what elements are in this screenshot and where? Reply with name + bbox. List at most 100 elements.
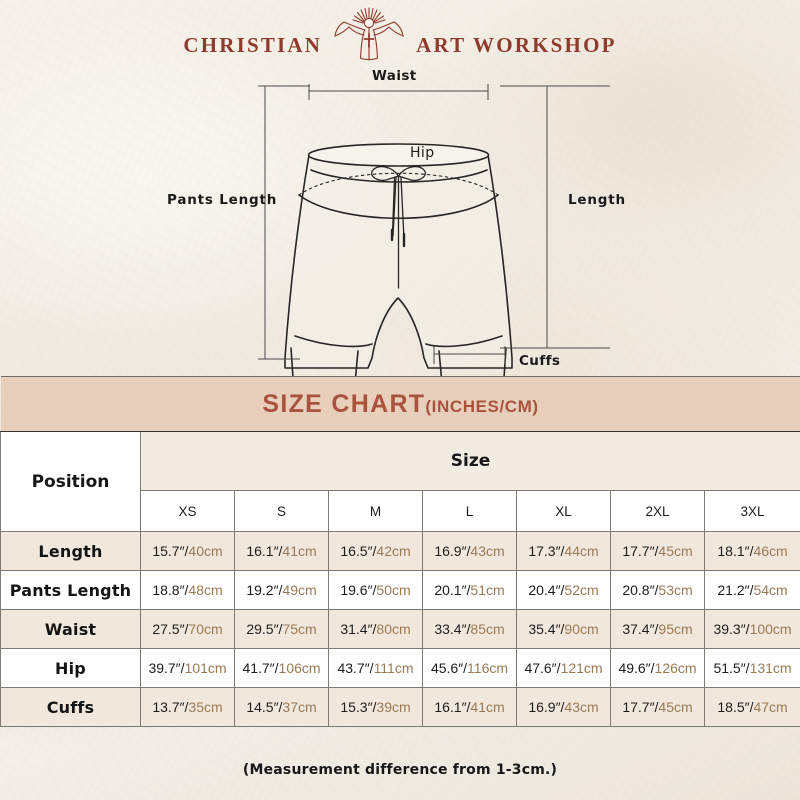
measurement-inches: 18.1″/ bbox=[717, 543, 754, 559]
measurement-inches: 45.6″/ bbox=[430, 660, 468, 676]
measurement-inches: 29.5″/ bbox=[246, 621, 283, 637]
measurement-cm: 80cm bbox=[376, 621, 411, 637]
size-chart-table-wrapper: SIZE CHART(INCHES/CM) Position Size XS S M… bbox=[0, 376, 800, 727]
shorts-measurement-diagram: Waist Hip Pants Length Length Cuffs bbox=[0, 58, 800, 407]
measurement-inches: 31.4″/ bbox=[340, 621, 377, 637]
position-header-cell: Position bbox=[0, 431, 141, 532]
measurement-inches: 19.2″/ bbox=[246, 582, 283, 598]
measurement-cm: 54cm bbox=[753, 582, 788, 598]
measurement-cm: 121cm bbox=[560, 660, 603, 676]
measurement-cm: 131cm bbox=[749, 660, 792, 676]
measurement-cell: 41.7″/106cm bbox=[234, 648, 329, 688]
size-chart-table: SIZE CHART(INCHES/CM) Position Size XS S M… bbox=[0, 376, 800, 727]
measurement-cm: 70cm bbox=[188, 621, 223, 637]
diagram-label-cuffs: Cuffs bbox=[519, 353, 561, 369]
measurement-cm: 37cm bbox=[282, 699, 317, 715]
measurement-cell: 35.4″/90cm bbox=[516, 609, 611, 649]
row-label-pants-length: Pants Length bbox=[0, 570, 141, 610]
measurement-inches: 18.5″/ bbox=[717, 699, 754, 715]
table-row: Waist 27.5″/70cm 29.5″/75cm 31.4″/80cm 33.4″… bbox=[0, 609, 800, 649]
measurement-inches: 13.7″/ bbox=[152, 699, 189, 715]
table-row: Length 15.7″/40cm 16.1″/41cm 16.5″/42cm 16.9… bbox=[0, 531, 800, 571]
measurement-inches: 20.8″/ bbox=[622, 582, 659, 598]
measurement-cm: 48cm bbox=[188, 582, 223, 598]
measurement-cell: 17.7″/45cm bbox=[610, 531, 705, 571]
measurement-cm: 45cm bbox=[658, 543, 693, 559]
brand-name-right: ART WORKSHOP bbox=[416, 32, 617, 57]
measurement-cell: 49.6″/126cm bbox=[610, 648, 705, 688]
row-label-waist: Waist bbox=[0, 609, 141, 649]
measurement-cm: 40cm bbox=[188, 543, 223, 559]
measurement-inches: 39.3″/ bbox=[713, 621, 750, 637]
brand-name-left: CHRISTIAN bbox=[183, 32, 323, 57]
measurement-cell: 16.9″/43cm bbox=[516, 687, 611, 727]
measurement-cell: 31.4″/80cm bbox=[328, 609, 423, 649]
measurement-cm: 90cm bbox=[564, 621, 599, 637]
measurement-cm: 49cm bbox=[282, 582, 317, 598]
measurement-cm: 42cm bbox=[376, 543, 411, 559]
measurement-cell: 45.6″/116cm bbox=[422, 648, 517, 688]
measurement-cell: 14.5″/37cm bbox=[234, 687, 329, 727]
size-chart-title-cell: SIZE CHART(INCHES/CM) bbox=[0, 376, 800, 432]
measurement-cell: 13.7″/35cm bbox=[140, 687, 235, 727]
measurement-cell: 19.2″/49cm bbox=[234, 570, 329, 610]
measurement-cm: 46cm bbox=[753, 543, 788, 559]
measurement-inches: 17.7″/ bbox=[622, 699, 659, 715]
measurement-cm: 101cm bbox=[184, 660, 227, 676]
measurement-cell: 16.9″/43cm bbox=[422, 531, 517, 571]
measurement-cell: 17.3″/44cm bbox=[516, 531, 611, 571]
measurement-inches: 51.5″/ bbox=[713, 660, 750, 676]
table-size-header-row: XS S M L XL 2XL 3XL bbox=[1, 490, 800, 532]
measurement-inches: 16.9″/ bbox=[434, 543, 471, 559]
measurement-cell: 20.4″/52cm bbox=[516, 570, 611, 610]
measurement-cell: 51.5″/131cm bbox=[703, 648, 800, 688]
measurement-cm: 39cm bbox=[376, 699, 411, 715]
measurement-cell: 20.1″/51cm bbox=[422, 570, 517, 610]
table-title-row: SIZE CHART(INCHES/CM) bbox=[0, 376, 800, 432]
brand-logo: CHRISTIAN bbox=[0, 6, 800, 68]
measurement-inches: 43.7″/ bbox=[337, 660, 374, 676]
measurement-cell: 15.7″/40cm bbox=[140, 531, 235, 571]
measurement-difference-note: (Measurement difference from 1-3cm.) bbox=[242, 762, 558, 778]
measurement-cm: 85cm bbox=[470, 621, 505, 637]
measurement-inches: 16.1″/ bbox=[434, 699, 471, 715]
athletic-shorts-outline-icon bbox=[258, 84, 610, 407]
table-header-group-row: Position Size bbox=[0, 431, 800, 532]
measurement-inches: 33.4″/ bbox=[434, 621, 471, 637]
size-header-s: S bbox=[234, 490, 329, 532]
diagram-label-hip: Hip bbox=[410, 145, 435, 161]
measurement-cell: 39.3″/100cm bbox=[703, 609, 800, 649]
measurement-inches: 16.9″/ bbox=[528, 699, 565, 715]
size-header-l: L bbox=[422, 490, 517, 532]
measurement-cell: 33.4″/85cm bbox=[422, 609, 517, 649]
measurement-cm: 51cm bbox=[470, 582, 505, 598]
measurement-cm: 50cm bbox=[376, 582, 411, 598]
measurement-inches: 20.4″/ bbox=[528, 582, 565, 598]
measurement-inches: 49.6″/ bbox=[618, 660, 655, 676]
measurement-cell: 21.2″/54cm bbox=[703, 570, 800, 610]
measurement-cm: 52cm bbox=[564, 582, 599, 598]
measurement-cm: 41cm bbox=[470, 699, 505, 715]
measurement-inches: 15.3″/ bbox=[340, 699, 377, 715]
measurement-cm: 75cm bbox=[282, 621, 317, 637]
measurement-cell: 16.1″/41cm bbox=[234, 531, 329, 571]
measurement-cm: 44cm bbox=[564, 543, 599, 559]
measurement-cm: 106cm bbox=[278, 660, 321, 676]
size-header-m: M bbox=[328, 490, 423, 532]
measurement-cm: 43cm bbox=[564, 699, 599, 715]
table-row: Pants Length 18.8″/48cm 19.2″/49cm 19.6″/50… bbox=[0, 570, 800, 610]
measurement-cm: 100cm bbox=[749, 621, 792, 637]
size-header-xs: XS bbox=[140, 490, 235, 532]
measurement-inches: 35.4″/ bbox=[528, 621, 565, 637]
diagram-label-waist: Waist bbox=[372, 68, 417, 84]
measurement-inches: 21.2″/ bbox=[717, 582, 754, 598]
measurement-cell: 16.1″/41cm bbox=[422, 687, 517, 727]
measurement-cell: 17.7″/45cm bbox=[610, 687, 705, 727]
measurement-cm: 126cm bbox=[654, 660, 697, 676]
measurement-cm: 47cm bbox=[753, 699, 788, 715]
measurement-cm: 111cm bbox=[373, 660, 414, 676]
measurement-cell: 29.5″/75cm bbox=[234, 609, 329, 649]
measurement-inches: 16.1″/ bbox=[246, 543, 283, 559]
measurement-inches: 39.7″/ bbox=[148, 660, 185, 676]
size-group-header-cell: Size bbox=[139, 431, 800, 491]
